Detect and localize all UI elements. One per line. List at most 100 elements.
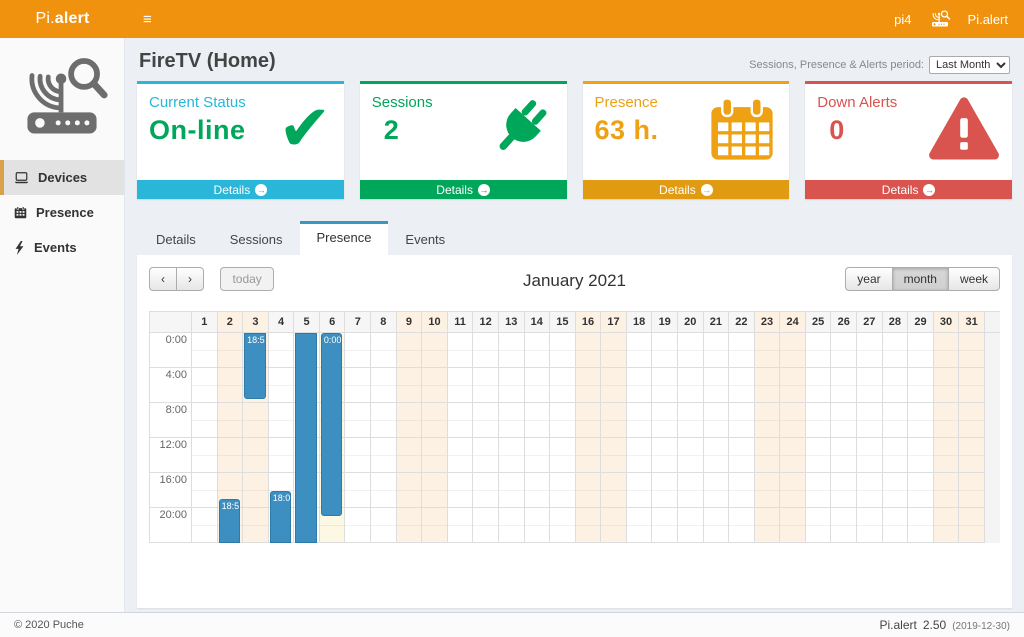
card-down-alerts: Down Alerts 0 Details → xyxy=(805,81,1012,199)
card-presence: Presence 63 h. xyxy=(582,81,790,199)
user-label[interactable]: Pi.alert xyxy=(967,11,1008,27)
sidebar-item-presence[interactable]: Presence xyxy=(0,195,124,230)
copyright-label: © 2020 Puche xyxy=(14,619,84,631)
presence-event-bar[interactable]: 18:58 xyxy=(244,333,266,399)
calendar-axis-label: 0:00 xyxy=(150,333,191,368)
router-logo-icon xyxy=(928,10,952,28)
calendar-day-header: 18 xyxy=(626,312,653,333)
calendar-today-button[interactable]: today xyxy=(220,267,274,291)
calendar-day-column xyxy=(933,333,960,543)
pialert-logo-icon xyxy=(0,38,124,160)
calendar-day-column xyxy=(729,333,755,543)
calendar-view-week-button[interactable]: week xyxy=(947,267,1000,291)
calendar-scroll-gutter xyxy=(985,333,1000,543)
laptop-icon xyxy=(14,171,29,183)
calendar-axis-spacer xyxy=(150,312,192,333)
check-icon: ✔ xyxy=(278,92,332,164)
calendar-toolbar: ‹ › today January 2021 year month week xyxy=(149,267,1000,297)
calendar-view-year-button[interactable]: year xyxy=(845,267,892,291)
calendar-scroll-gutter xyxy=(985,312,1000,333)
calendar-day-header: 7 xyxy=(345,312,372,333)
calendar-icon xyxy=(14,206,27,219)
tab-sessions[interactable]: Sessions xyxy=(229,232,283,247)
calendar-day-header: 23 xyxy=(754,312,781,333)
sidebar: Devices Presence Events xyxy=(0,38,125,612)
tab-presence[interactable]: Presence xyxy=(299,221,389,255)
calendar-day-column xyxy=(396,333,423,543)
calendar-day-header: 11 xyxy=(447,312,474,333)
calendar-day-column xyxy=(550,333,576,543)
calendar-day-header: 4 xyxy=(268,312,295,333)
calendar-day-header: 27 xyxy=(857,312,883,333)
presence-calendar: 1 2 3 4 5 6 7 8 9 10 11 12 13 14 15 16 17 18 19 20 21 22 23 24 2… xyxy=(149,311,1000,543)
calendar-day-header: 28 xyxy=(882,312,909,333)
calendar-view-month-button[interactable]: month xyxy=(891,267,948,291)
sidebar-item-devices[interactable]: Devices xyxy=(0,160,124,195)
calendar-day-column: 0:00 - xyxy=(319,333,346,543)
calendar-day-column xyxy=(831,333,858,543)
calendar-day-column: 18:02 xyxy=(268,333,295,543)
card-value: 63 h. xyxy=(594,115,659,145)
card-details-link[interactable]: Details → xyxy=(137,180,344,199)
card-sessions: Sessions 2 Detai xyxy=(359,81,567,199)
main-content: FireTV (Home) Sessions, Presence & Alert… xyxy=(125,38,1024,612)
card-value: 2 xyxy=(383,115,400,145)
calendar-day-header: 15 xyxy=(550,312,576,333)
tab-events[interactable]: Events xyxy=(405,232,446,247)
card-title: Current Status xyxy=(149,94,246,111)
calendar-day-column xyxy=(754,333,781,543)
presence-event-bar[interactable] xyxy=(295,333,317,543)
warning-icon xyxy=(928,96,1000,167)
footer-app-name: Pi.alert xyxy=(879,618,917,632)
calendar-day-header: 8 xyxy=(371,312,397,333)
calendar-day-column xyxy=(192,333,218,543)
card-value: On-line xyxy=(149,115,246,145)
arrow-circle-icon: → xyxy=(477,183,490,196)
calendar-day-header: 29 xyxy=(908,312,934,333)
calendar-day-column xyxy=(473,333,499,543)
calendar-day-header: 5 xyxy=(294,312,320,333)
device-tabs: Details Sessions Presence Events xyxy=(137,221,1012,255)
calendar-day-header: 21 xyxy=(703,312,730,333)
calendar-day-header: 9 xyxy=(396,312,423,333)
calendar-day-header: 14 xyxy=(524,312,551,333)
arrow-circle-icon: → xyxy=(923,183,936,196)
calendar-day-header: 31 xyxy=(959,312,985,333)
calendar-day-column xyxy=(805,333,832,543)
card-value: 0 xyxy=(829,115,845,145)
sidebar-item-events[interactable]: Events xyxy=(0,230,124,265)
calendar-time-axis: 0:00 4:00 8:00 12:00 16:00 20:00 xyxy=(150,333,192,543)
calendar-day-header: 30 xyxy=(933,312,960,333)
arrow-circle-icon: → xyxy=(255,183,268,196)
card-title: Presence xyxy=(594,94,658,111)
calendar-axis-label: 16:00 xyxy=(150,473,191,508)
calendar-day-column xyxy=(294,333,320,543)
card-details-link[interactable]: Details → xyxy=(582,180,790,199)
calendar-day-column xyxy=(652,333,678,543)
hamburger-menu-icon[interactable]: ≡ xyxy=(143,10,152,28)
calendar-day-column xyxy=(908,333,934,543)
tab-details[interactable]: Details xyxy=(156,232,196,247)
calendar-icon xyxy=(707,96,777,167)
presence-event-bar[interactable]: 18:58 xyxy=(218,498,241,543)
calendar-next-button[interactable]: › xyxy=(176,267,204,291)
card-details-link[interactable]: Details → xyxy=(359,180,567,199)
calendar-axis-label: 8:00 xyxy=(150,403,191,438)
calendar-day-column xyxy=(371,333,397,543)
sidebar-item-label: Presence xyxy=(36,205,94,220)
presence-event-bar[interactable]: 18:02 xyxy=(269,490,292,543)
period-select[interactable]: Last Month xyxy=(929,56,1010,74)
calendar-title: January 2021 xyxy=(522,271,627,290)
card-details-link[interactable]: Details → xyxy=(805,180,1012,199)
presence-panel: ‹ › today January 2021 year month week 1… xyxy=(137,255,1012,608)
card-title: Sessions xyxy=(371,94,433,111)
presence-event-bar[interactable]: 0:00 - xyxy=(320,333,343,516)
calendar-day-column xyxy=(498,333,525,543)
sidebar-item-label: Events xyxy=(34,240,77,255)
calendar-day-column xyxy=(677,333,704,543)
calendar-day-column xyxy=(422,333,448,543)
footer-date: (2019-12-30) xyxy=(952,621,1010,632)
app-logo-text[interactable]: Pi.alert xyxy=(35,10,90,27)
calendar-prev-button[interactable]: ‹ xyxy=(149,267,176,291)
hostname-label: pi4 xyxy=(894,11,912,27)
